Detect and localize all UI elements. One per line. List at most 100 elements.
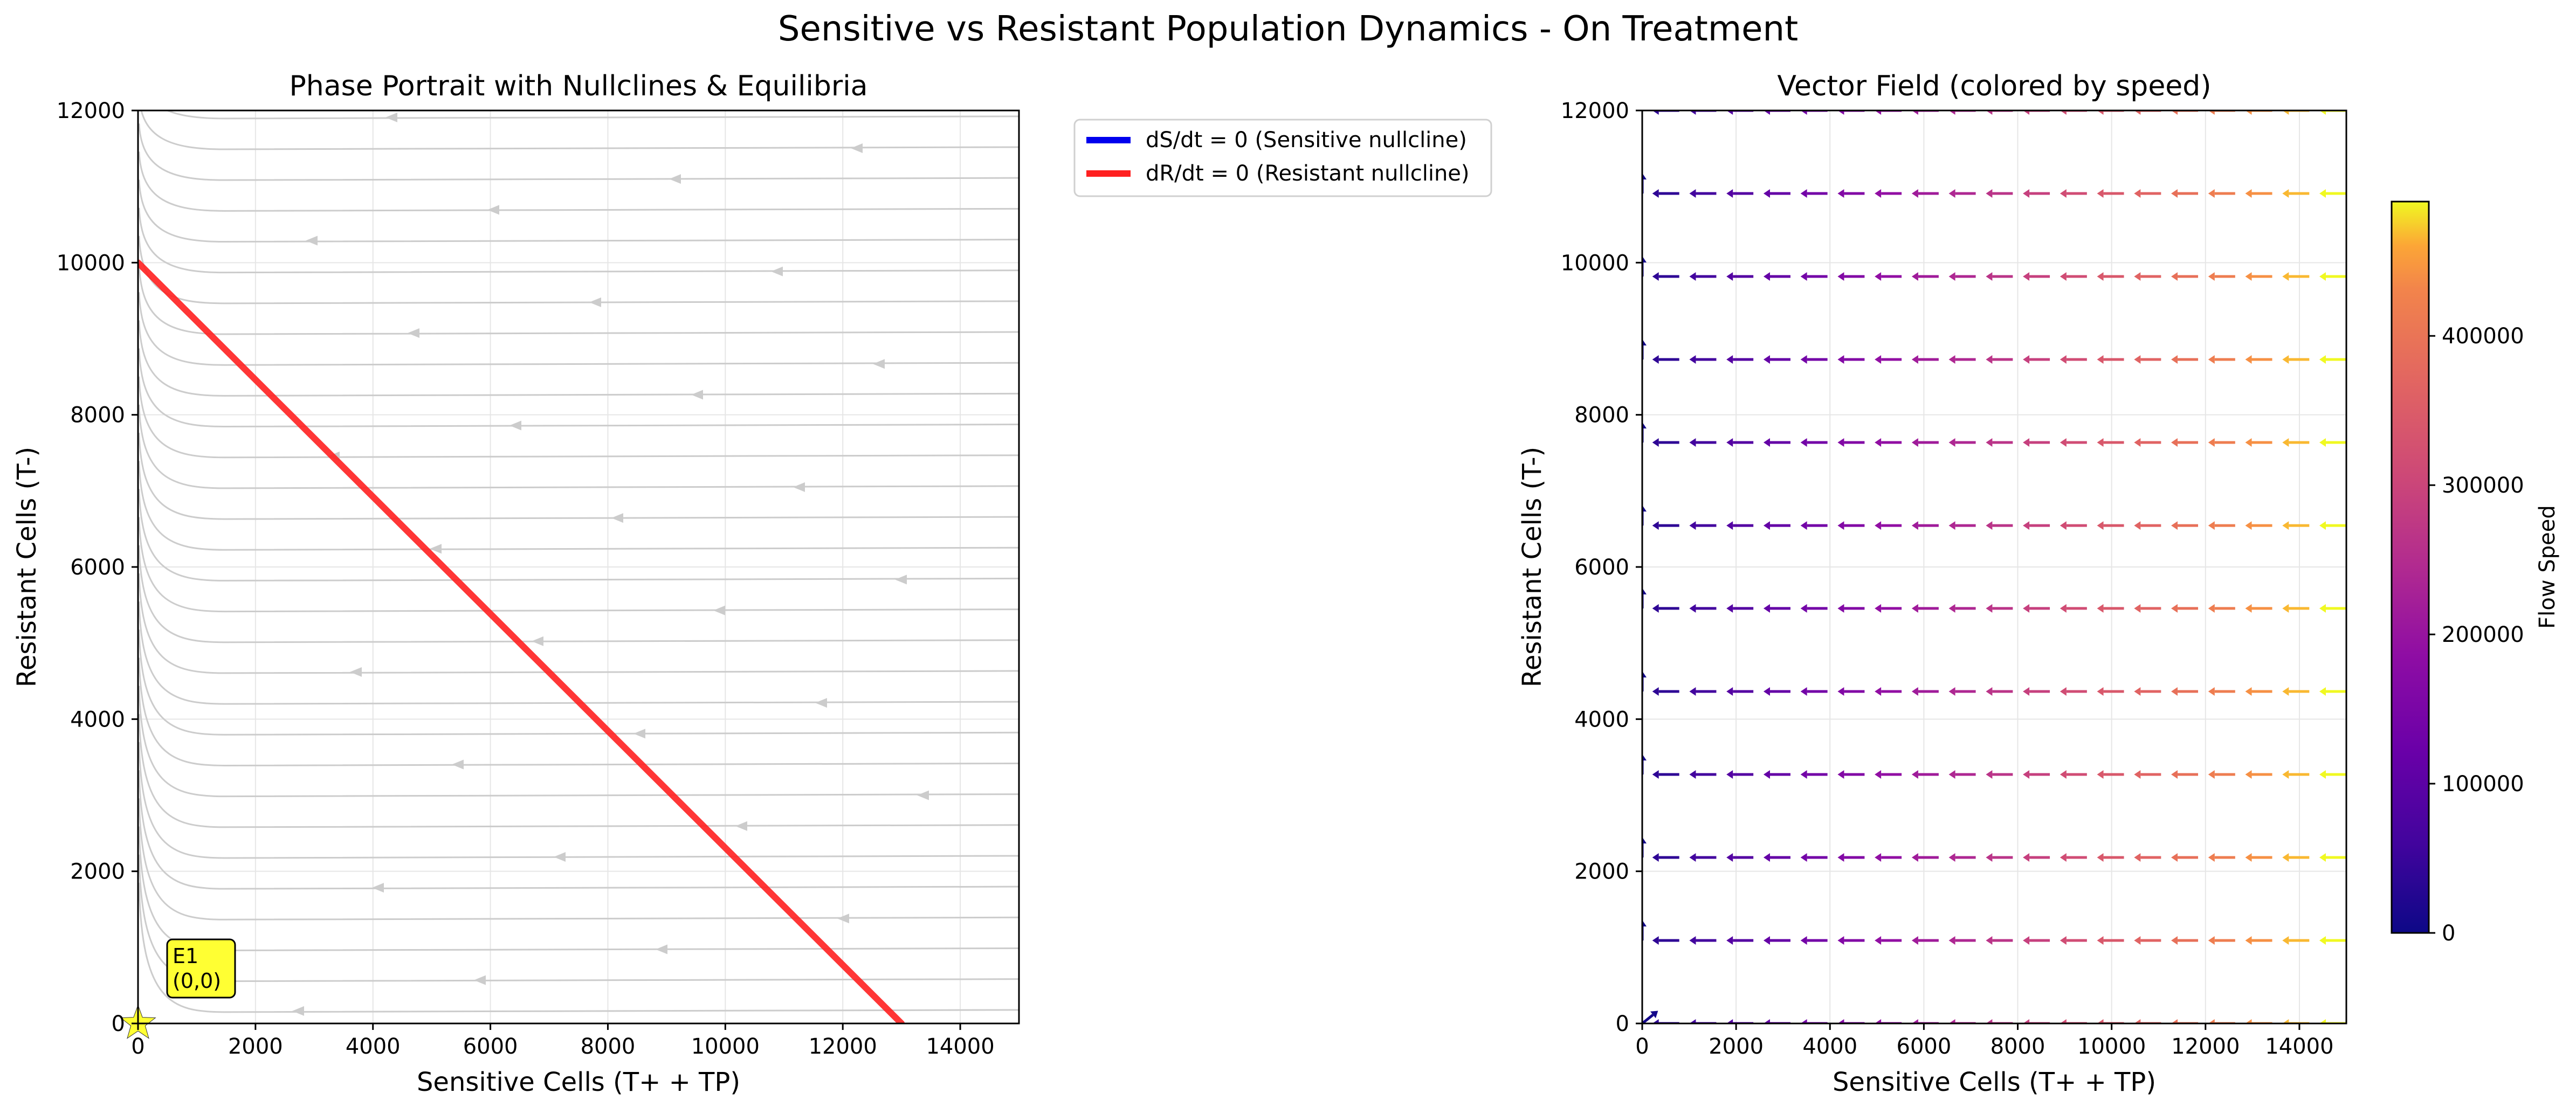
quiver-arrow-head bbox=[1642, 256, 1647, 263]
x-tick-label: 12000 bbox=[809, 1034, 877, 1059]
quiver-arrow-head bbox=[1689, 687, 1696, 696]
quiver-arrow-head bbox=[1986, 355, 1993, 364]
streamline bbox=[138, 545, 1019, 644]
streamline bbox=[138, 404, 1019, 489]
quiver-arrow-head bbox=[1948, 438, 1955, 447]
quiver-arrow-head bbox=[1911, 1019, 1918, 1023]
quiver-arrow-head bbox=[1763, 110, 1770, 115]
quiver-arrow-head bbox=[1726, 272, 1733, 281]
quiver-arrow-head bbox=[1800, 1019, 1807, 1023]
quiver-arrow-head bbox=[2134, 687, 2141, 696]
quiver-arrow-head bbox=[1642, 587, 1647, 594]
streamline-arrow bbox=[474, 975, 486, 985]
y-tick-label: 8000 bbox=[70, 403, 125, 428]
quiver-arrow-head bbox=[1689, 438, 1696, 447]
quiver-arrow-head bbox=[1642, 919, 1647, 926]
quiver-arrow-head bbox=[1652, 1019, 1659, 1023]
quiver-arrow-head bbox=[2245, 272, 2252, 281]
streamline bbox=[138, 376, 1019, 459]
quiver-arrow-head bbox=[1726, 770, 1733, 779]
colorbar-tick-label: 300000 bbox=[2442, 473, 2524, 498]
quiver-arrow-head bbox=[1875, 355, 1882, 364]
quiver-arrow-head bbox=[1763, 438, 1770, 447]
colorbar-label: Flow Speed bbox=[2535, 505, 2560, 628]
streamline bbox=[138, 882, 1019, 1013]
quiver-arrow-head bbox=[2208, 604, 2215, 613]
resistant-nullcline bbox=[138, 259, 905, 1023]
quiver-arrow-head bbox=[2097, 770, 2104, 779]
streamline-arrow bbox=[656, 944, 667, 954]
quiver-arrow-head bbox=[2319, 110, 2326, 115]
quiver-arrow-head bbox=[1726, 853, 1733, 862]
quiver-arrow-head bbox=[1986, 687, 1993, 696]
quiver-arrow-head bbox=[1911, 770, 1918, 779]
quiver-arrow-head bbox=[1875, 110, 1882, 115]
quiver-arrow-head bbox=[2134, 604, 2141, 613]
x-tick-label: 6000 bbox=[463, 1034, 518, 1059]
quiver-arrow-head bbox=[2097, 1019, 2104, 1023]
quiver-arrow-head bbox=[1763, 936, 1770, 945]
quiver-arrow-head bbox=[1652, 936, 1659, 945]
y-tick-label: 12000 bbox=[57, 99, 125, 123]
quiver-arrow-head bbox=[2208, 936, 2215, 945]
quiver-arrow-head bbox=[2023, 110, 2030, 115]
streamline-arrow bbox=[793, 482, 805, 492]
quiver-arrow-head bbox=[1652, 272, 1659, 281]
quiver-arrow-head bbox=[2023, 438, 2030, 447]
quiver-arrow-head bbox=[2245, 438, 2252, 447]
streamline-arrow bbox=[589, 297, 601, 307]
quiver-arrow-head bbox=[1689, 355, 1696, 364]
colorbar: 0 100000 200000 300000 400000 Flow Speed bbox=[2391, 200, 2560, 946]
quiver-arrow-head bbox=[1763, 355, 1770, 364]
quiver-arrow-head bbox=[2097, 853, 2104, 862]
streamline bbox=[138, 798, 1019, 921]
quiver-arrow-head bbox=[1875, 687, 1882, 696]
streamline-arrow bbox=[735, 821, 747, 831]
quiver-arrow-head bbox=[1652, 110, 1659, 115]
quiver-arrow-head bbox=[2245, 355, 2252, 364]
vector-field-grid bbox=[1642, 110, 2346, 1024]
y-tick-label: 8000 bbox=[1574, 403, 1629, 428]
streamline bbox=[138, 207, 1019, 274]
quiver-arrow-head bbox=[1911, 936, 1918, 945]
quiver-arrow-head bbox=[1948, 687, 1955, 696]
quiver-arrow-head bbox=[2245, 604, 2252, 613]
quiver-arrow-head bbox=[1689, 1019, 1696, 1023]
quiver-arrow-head bbox=[1689, 189, 1696, 198]
quiver-arrow-head bbox=[1726, 687, 1733, 696]
streamline bbox=[138, 348, 1019, 428]
y-tick-label: 10000 bbox=[57, 251, 125, 275]
quiver-arrow-head bbox=[2171, 355, 2178, 364]
quiver-arrow-head bbox=[1986, 853, 1993, 862]
quiver-arrow-head bbox=[1875, 438, 1882, 447]
quiver-arrow-head bbox=[1837, 1019, 1844, 1023]
quiver-arrow-head bbox=[1875, 272, 1882, 281]
quiver-arrow-head bbox=[1800, 272, 1807, 281]
quiver-arrow-head bbox=[1986, 936, 1993, 945]
quiver-arrow-head bbox=[2319, 936, 2326, 945]
streamline-arrow bbox=[815, 698, 827, 708]
x-tick-label: 2000 bbox=[228, 1034, 283, 1059]
quiver-arrow-head bbox=[1800, 355, 1807, 364]
streamlines bbox=[138, 110, 1019, 1016]
quiver-arrow-head bbox=[1911, 110, 1918, 115]
streamline-arrow bbox=[771, 266, 783, 276]
quiver-arrow-head bbox=[2208, 355, 2215, 364]
quiver-arrow-head bbox=[1652, 189, 1659, 198]
quiver-arrow-head bbox=[2097, 189, 2104, 198]
quiver-arrow-head bbox=[2319, 189, 2326, 198]
streamline bbox=[138, 489, 1019, 582]
quiver-arrow-head bbox=[1911, 853, 1918, 862]
phase-portrait-title: Phase Portrait with Nullclines & Equilib… bbox=[289, 70, 867, 102]
quiver-arrow-head bbox=[2171, 521, 2178, 530]
quiver-arrow-head bbox=[2319, 1019, 2326, 1023]
streamline-arrow bbox=[385, 112, 397, 122]
quiver-arrow-head bbox=[2097, 110, 2104, 115]
streamline bbox=[138, 714, 1019, 828]
colorbar-tick-label: 100000 bbox=[2442, 772, 2524, 797]
quiver-arrow-head bbox=[1911, 189, 1918, 198]
quiver-arrow-head bbox=[2134, 521, 2141, 530]
quiver-arrow-head bbox=[1837, 272, 1844, 281]
quiver-arrow-head bbox=[1652, 604, 1659, 613]
